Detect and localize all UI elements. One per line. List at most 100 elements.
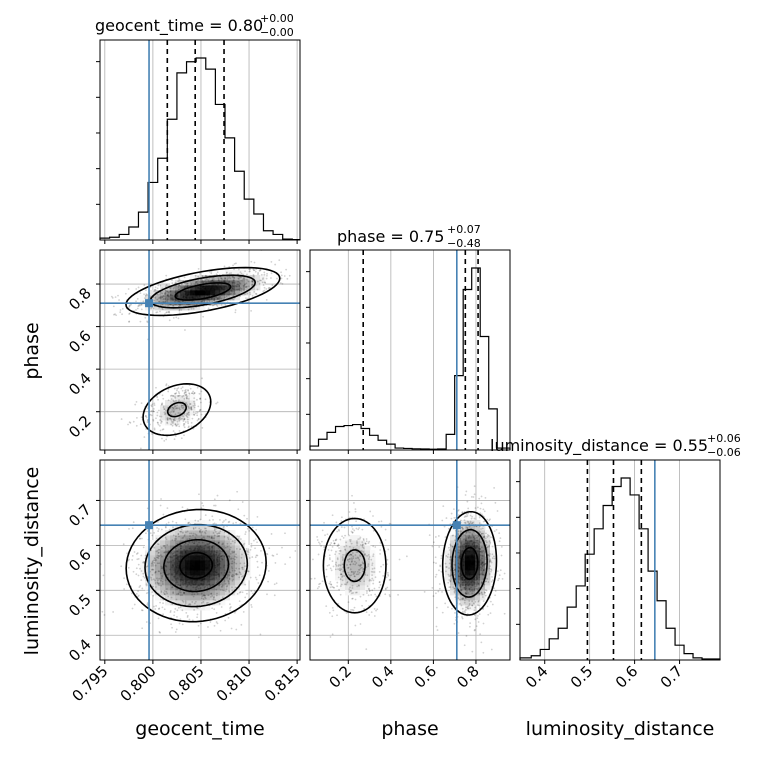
scatter-point — [150, 578, 153, 581]
scatter-point — [114, 296, 117, 299]
scatter-point — [146, 602, 149, 604]
scatter-point — [151, 561, 154, 564]
scatter-point — [244, 293, 247, 295]
scatter-point — [243, 285, 245, 288]
scatter-point — [482, 651, 485, 654]
scatter-point — [487, 554, 490, 556]
scatter-point — [464, 539, 467, 542]
density-cell — [170, 395, 176, 401]
scatter-point — [457, 580, 460, 583]
scatter-point — [187, 414, 190, 416]
scatter-point — [217, 283, 220, 286]
density-cell — [465, 580, 471, 586]
scatter-point — [204, 567, 207, 569]
scatter-point — [367, 594, 370, 597]
scatter-point — [229, 553, 232, 555]
scatter-point — [341, 556, 344, 559]
scatter-point — [193, 283, 195, 285]
scatter-point — [373, 587, 376, 590]
density-cell — [185, 540, 191, 546]
scatter-point — [466, 500, 469, 503]
scatter-point — [213, 299, 215, 302]
scatter-point — [239, 571, 242, 574]
scatter-point — [140, 579, 143, 581]
scatter-point — [209, 288, 212, 291]
scatter-point — [359, 554, 361, 557]
scatter-point — [196, 579, 199, 582]
scatter-point — [176, 556, 179, 559]
scatter-point — [194, 274, 197, 277]
scatter-point — [199, 561, 201, 563]
scatter-point — [152, 419, 155, 422]
scatter-point — [458, 582, 461, 585]
scatter-point — [194, 537, 197, 540]
scatter-point — [192, 292, 195, 295]
scatter-point — [199, 518, 202, 521]
scatter-point — [234, 569, 236, 572]
scatter-point — [176, 404, 178, 407]
scatter-point — [138, 538, 141, 540]
scatter-point — [338, 550, 341, 552]
scatter-point — [194, 547, 197, 549]
scatter-point — [478, 613, 481, 616]
scatter-point — [216, 297, 219, 299]
scatter-point — [205, 529, 208, 532]
density-cell — [450, 590, 456, 596]
scatter-point — [208, 576, 211, 578]
scatter-point — [487, 581, 490, 583]
scatter-point — [200, 390, 203, 393]
scatter-point — [484, 558, 487, 561]
scatter-point — [206, 295, 209, 298]
scatter-point — [435, 625, 438, 628]
scatter-point — [237, 288, 240, 291]
scatter-point — [242, 543, 245, 546]
scatter-point — [189, 580, 192, 583]
scatter-point — [212, 563, 215, 565]
scatter-point — [487, 613, 490, 616]
scatter-point — [166, 294, 169, 297]
scatter-point — [228, 272, 231, 275]
scatter-point — [470, 539, 473, 542]
scatter-point — [463, 644, 466, 647]
density-cell — [230, 565, 236, 571]
scatter-point — [219, 567, 222, 569]
scatter-point — [156, 414, 159, 417]
scatter-point — [215, 558, 218, 561]
scatter-point — [485, 541, 488, 544]
scatter-point — [203, 578, 206, 580]
scatter-point — [229, 289, 232, 292]
scatter-point — [361, 544, 364, 547]
density-cell — [220, 580, 226, 586]
scatter-point — [135, 424, 138, 427]
density-cell — [200, 305, 206, 311]
scatter-point — [353, 575, 356, 578]
scatter-point — [227, 293, 230, 296]
scatter-point — [181, 537, 184, 540]
scatter-point — [351, 560, 353, 563]
scatter-point — [155, 417, 157, 420]
scatter-point — [356, 585, 359, 588]
scatter-point — [222, 542, 224, 545]
scatter-point — [153, 561, 156, 564]
scatter-point — [472, 563, 475, 566]
scatter-point — [468, 600, 471, 602]
scatter-point — [475, 574, 478, 577]
scatter-point — [231, 586, 233, 589]
scatter-point — [155, 311, 158, 314]
scatter-point — [341, 579, 344, 582]
scatter-point — [482, 555, 484, 557]
scatter-point — [150, 414, 153, 417]
scatter-point — [171, 282, 174, 285]
scatter-point — [224, 518, 227, 521]
density-cell — [190, 305, 196, 311]
scatter-point — [211, 279, 213, 282]
scatter-point — [215, 621, 218, 623]
scatter-point — [474, 545, 477, 548]
scatter-point — [161, 583, 164, 585]
scatter-point — [199, 408, 202, 411]
density-cell — [450, 545, 456, 551]
scatter-point — [178, 308, 181, 311]
density-cell — [205, 520, 211, 526]
scatter-point — [172, 526, 174, 529]
scatter-point — [440, 554, 443, 557]
